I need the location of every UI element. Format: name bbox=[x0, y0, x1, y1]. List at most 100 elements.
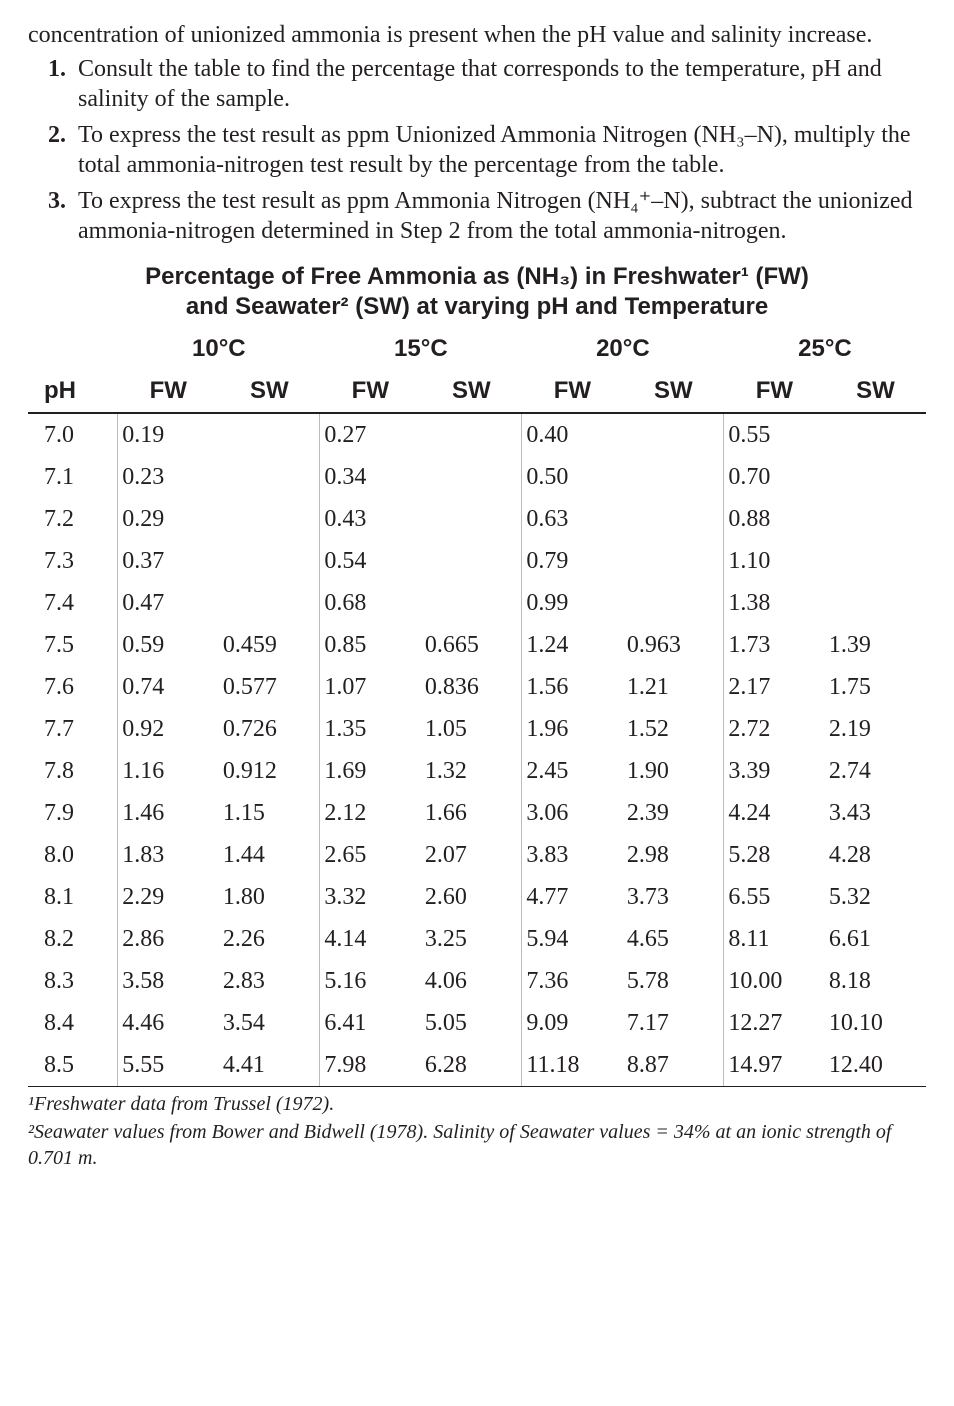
table-cell: 1.32 bbox=[421, 750, 522, 792]
table-cell: 2.72 bbox=[724, 708, 825, 750]
table-cell: 0.68 bbox=[320, 582, 421, 624]
table-cell: 5.32 bbox=[825, 876, 926, 918]
table-cell: 7.4 bbox=[28, 582, 118, 624]
table-cell: 0.40 bbox=[522, 413, 623, 456]
table-cell: 2.98 bbox=[623, 834, 724, 876]
table-cell: 9.09 bbox=[522, 1002, 623, 1044]
intro-text: concentration of unionized ammonia is pr… bbox=[28, 20, 926, 50]
table-cell: 8.4 bbox=[28, 1002, 118, 1044]
table-cell: 4.65 bbox=[623, 918, 724, 960]
col-sw: SW bbox=[421, 370, 522, 413]
col-sw: SW bbox=[219, 370, 320, 413]
table-cell: 2.65 bbox=[320, 834, 421, 876]
table-cell: 1.35 bbox=[320, 708, 421, 750]
table-cell: 1.39 bbox=[825, 624, 926, 666]
table-cell bbox=[421, 413, 522, 456]
table-cell: 3.58 bbox=[118, 960, 219, 1002]
table-cell: 2.26 bbox=[219, 918, 320, 960]
table-cell: 1.44 bbox=[219, 834, 320, 876]
table-row: 7.81.160.9121.691.322.451.903.392.74 bbox=[28, 750, 926, 792]
table-title-line1: Percentage of Free Ammonia as (NH₃) in F… bbox=[145, 263, 809, 290]
table-cell: 2.60 bbox=[421, 876, 522, 918]
table-cell: 0.63 bbox=[522, 498, 623, 540]
table-cell: 7.1 bbox=[28, 456, 118, 498]
table-cell: 0.19 bbox=[118, 413, 219, 456]
col-fw: FW bbox=[522, 370, 623, 413]
table-cell: 5.05 bbox=[421, 1002, 522, 1044]
table-cell: 2.45 bbox=[522, 750, 623, 792]
table-cell: 1.96 bbox=[522, 708, 623, 750]
table-cell: 5.16 bbox=[320, 960, 421, 1002]
table-row: 7.91.461.152.121.663.062.394.243.43 bbox=[28, 792, 926, 834]
table-cell: 0.70 bbox=[724, 456, 825, 498]
intro-paragraph: concentration of unionized ammonia is pr… bbox=[28, 20, 926, 50]
table-cell bbox=[623, 582, 724, 624]
col-fw: FW bbox=[724, 370, 825, 413]
table-cell: 7.98 bbox=[320, 1044, 421, 1087]
table-cell: 0.912 bbox=[219, 750, 320, 792]
table-cell: 0.37 bbox=[118, 540, 219, 582]
table-row: 8.44.463.546.415.059.097.1712.2710.10 bbox=[28, 1002, 926, 1044]
table-cell: 1.16 bbox=[118, 750, 219, 792]
table-cell: 8.18 bbox=[825, 960, 926, 1002]
table-cell: 0.79 bbox=[522, 540, 623, 582]
col-15c: 15°C bbox=[320, 328, 522, 370]
table-cell: 0.74 bbox=[118, 666, 219, 708]
table-cell: 1.73 bbox=[724, 624, 825, 666]
table-cell bbox=[421, 498, 522, 540]
table-cell: 0.726 bbox=[219, 708, 320, 750]
table-cell: 0.92 bbox=[118, 708, 219, 750]
table-cell bbox=[421, 582, 522, 624]
table-title-line2: and Seawater² (SW) at varying pH and Tem… bbox=[186, 293, 768, 320]
table-cell bbox=[219, 498, 320, 540]
table-cell bbox=[219, 540, 320, 582]
table-cell: 8.0 bbox=[28, 834, 118, 876]
table-cell: 8.11 bbox=[724, 918, 825, 960]
table-cell: 2.83 bbox=[219, 960, 320, 1002]
table-row: 7.20.290.430.630.88 bbox=[28, 498, 926, 540]
table-cell: 4.28 bbox=[825, 834, 926, 876]
table-cell: 3.83 bbox=[522, 834, 623, 876]
table-cell bbox=[623, 540, 724, 582]
steps-list: Consult the table to find the percentage… bbox=[28, 54, 926, 246]
table-cell: 2.19 bbox=[825, 708, 926, 750]
table-cell bbox=[825, 413, 926, 456]
table-row: 8.55.554.417.986.2811.188.8714.9712.40 bbox=[28, 1044, 926, 1087]
table-cell: 1.80 bbox=[219, 876, 320, 918]
table-cell: 7.2 bbox=[28, 498, 118, 540]
table-cell: 1.05 bbox=[421, 708, 522, 750]
table-cell bbox=[825, 582, 926, 624]
table-row: 7.50.590.4590.850.6651.240.9631.731.39 bbox=[28, 624, 926, 666]
table-cell bbox=[421, 540, 522, 582]
table-cell: 0.59 bbox=[118, 624, 219, 666]
footnotes: ¹Freshwater data from Trussel (1972). ²S… bbox=[28, 1091, 926, 1171]
table-cell: 0.963 bbox=[623, 624, 724, 666]
table-cell: 0.55 bbox=[724, 413, 825, 456]
col-10c: 10°C bbox=[118, 328, 320, 370]
table-cell: 1.75 bbox=[825, 666, 926, 708]
table-row: 8.01.831.442.652.073.832.985.284.28 bbox=[28, 834, 926, 876]
table-row: 8.33.582.835.164.067.365.7810.008.18 bbox=[28, 960, 926, 1002]
table-cell: 2.12 bbox=[320, 792, 421, 834]
table-row: 7.60.740.5771.070.8361.561.212.171.75 bbox=[28, 666, 926, 708]
table-row: 7.10.230.340.500.70 bbox=[28, 456, 926, 498]
table-cell: 7.17 bbox=[623, 1002, 724, 1044]
table-cell: 1.66 bbox=[421, 792, 522, 834]
temp-header-row: 10°C 15°C 20°C 25°C bbox=[28, 328, 926, 370]
table-cell: 0.34 bbox=[320, 456, 421, 498]
table-cell bbox=[825, 498, 926, 540]
table-cell: 6.55 bbox=[724, 876, 825, 918]
table-cell: 0.836 bbox=[421, 666, 522, 708]
table-cell: 1.52 bbox=[623, 708, 724, 750]
table-cell: 12.40 bbox=[825, 1044, 926, 1087]
step-item: To express the test result as ppm Unioni… bbox=[72, 120, 926, 180]
table-cell bbox=[219, 456, 320, 498]
table-cell: 2.17 bbox=[724, 666, 825, 708]
table-cell: 11.18 bbox=[522, 1044, 623, 1087]
table-cell: 3.25 bbox=[421, 918, 522, 960]
table-cell: 1.46 bbox=[118, 792, 219, 834]
table-cell bbox=[219, 582, 320, 624]
table-cell bbox=[825, 540, 926, 582]
table-cell: 8.87 bbox=[623, 1044, 724, 1087]
col-25c: 25°C bbox=[724, 328, 926, 370]
